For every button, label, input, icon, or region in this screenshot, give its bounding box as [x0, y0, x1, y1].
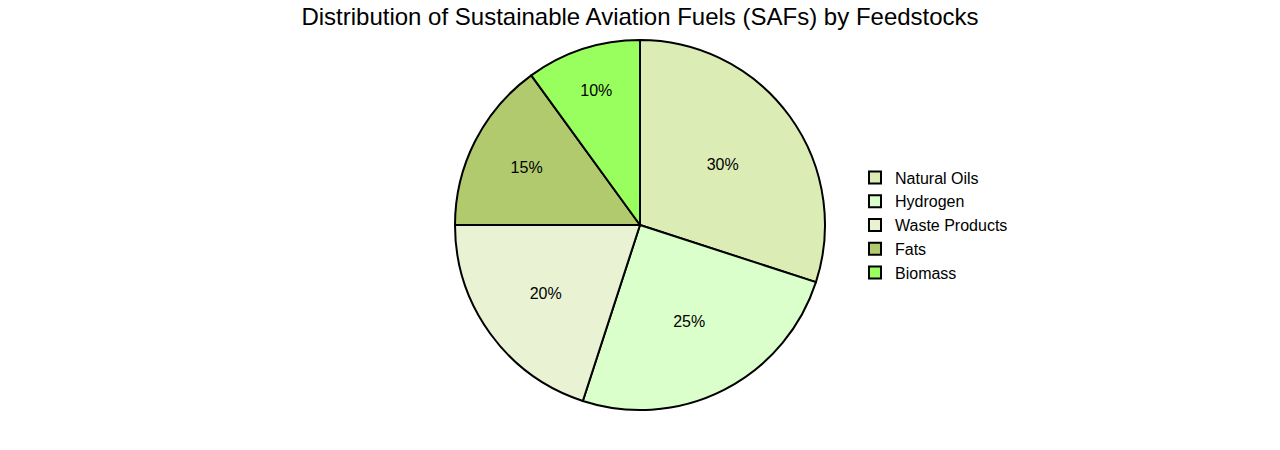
svg-text:Fats: Fats: [895, 241, 926, 258]
svg-text:Hydrogen: Hydrogen: [895, 193, 964, 210]
svg-text:30%: 30%: [707, 156, 739, 173]
svg-text:25%: 25%: [673, 313, 705, 330]
svg-text:Biomass: Biomass: [895, 265, 956, 282]
svg-text:15%: 15%: [511, 159, 543, 176]
svg-text:20%: 20%: [530, 285, 562, 302]
svg-text:Natural Oils: Natural Oils: [895, 170, 979, 187]
svg-text:Waste Products: Waste Products: [895, 217, 1007, 234]
svg-text:10%: 10%: [580, 82, 612, 99]
svg-text:Distribution of Sustainable Av: Distribution of Sustainable Aviation Fue…: [301, 3, 978, 30]
